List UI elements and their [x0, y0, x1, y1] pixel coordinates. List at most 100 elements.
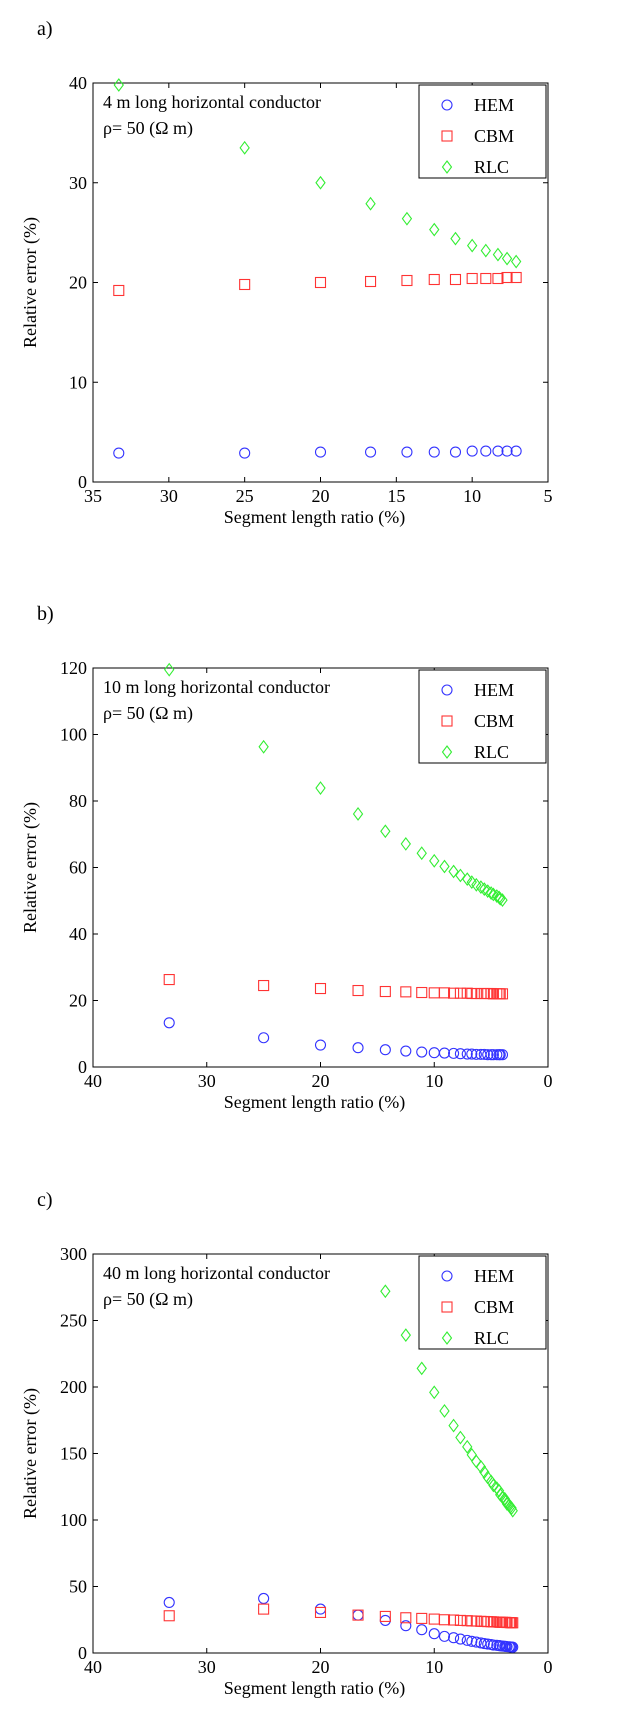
- point-rlc: [429, 1385, 440, 1400]
- point-rlc: [400, 1328, 412, 1343]
- point-rlc: [380, 824, 391, 839]
- point-rlc: [315, 175, 326, 190]
- chart-panel-a: a) 35 30 25 20 15 10 5 0 10 20 30 40 Segment length r…: [20, 18, 553, 528]
- point-cbm: [449, 273, 462, 286]
- point-cbm: [416, 986, 428, 999]
- point-rlc: [485, 886, 497, 901]
- point-cbm: [448, 1614, 460, 1626]
- point-rlc: [448, 1418, 459, 1433]
- point-cbm: [113, 284, 125, 297]
- legend-marker: [441, 160, 453, 174]
- legend-label: CBM: [474, 1297, 514, 1317]
- annotation-line: 4 m long horizontal conductor: [103, 92, 321, 112]
- point-hem: [448, 1632, 460, 1644]
- point-hem: [487, 1639, 499, 1651]
- legend-label: HEM: [474, 680, 514, 700]
- point-hem: [428, 1628, 440, 1640]
- point-hem: [470, 1636, 482, 1648]
- point-hem: [501, 445, 513, 457]
- point-hem: [482, 1049, 494, 1061]
- y-tick-label: 150: [60, 1444, 87, 1464]
- point-hem: [314, 1039, 327, 1051]
- annotation-line: 10 m long horizontal conductor: [103, 677, 330, 697]
- x-tick-label: 40: [84, 1071, 102, 1091]
- annotation-line: ρ= 50 (Ω m): [103, 1289, 193, 1310]
- point-rlc: [448, 864, 459, 879]
- point-cbm: [239, 278, 251, 291]
- y-tick-label: 100: [60, 1510, 87, 1530]
- series-hem: [163, 1017, 509, 1061]
- y-tick-label: 300: [60, 1244, 87, 1264]
- point-cbm: [258, 1603, 270, 1615]
- point-rlc: [439, 1404, 450, 1418]
- point-hem: [466, 445, 478, 457]
- point-rlc: [450, 231, 461, 246]
- x-axis-label: Segment length ratio (%): [224, 1092, 405, 1113]
- annotation-line: 40 m long horizontal conductor: [103, 1263, 330, 1283]
- point-cbm: [416, 1612, 428, 1624]
- x-tick-label: 30: [160, 486, 178, 506]
- point-hem: [379, 1044, 391, 1056]
- y-axis-label: Relative error (%): [20, 1388, 41, 1519]
- point-cbm: [314, 276, 327, 289]
- point-cbm: [428, 1613, 440, 1625]
- point-cbm: [510, 271, 522, 284]
- point-rlc: [466, 875, 477, 890]
- y-tick-label: 120: [60, 658, 87, 678]
- point-cbm: [258, 979, 270, 992]
- point-cbm: [507, 1617, 519, 1629]
- point-cbm: [454, 987, 466, 999]
- point-rlc: [113, 78, 124, 92]
- series-cbm: [163, 974, 509, 1000]
- x-tick-label: 40: [84, 1657, 102, 1677]
- point-rlc: [258, 739, 269, 754]
- x-tick-label: 30: [198, 1657, 216, 1677]
- point-rlc: [380, 1284, 391, 1299]
- point-hem: [428, 446, 440, 458]
- point-rlc: [485, 1474, 497, 1489]
- point-rlc: [506, 1501, 517, 1515]
- series-rlc: [113, 78, 522, 269]
- legend-label: HEM: [474, 1266, 514, 1286]
- point-rlc: [401, 211, 413, 226]
- legend-marker: [441, 130, 453, 142]
- series-cbm: [113, 271, 522, 297]
- legend-marker: [441, 745, 453, 759]
- point-rlc: [352, 807, 364, 821]
- point-hem: [258, 1032, 270, 1044]
- x-tick-label: 20: [312, 486, 330, 506]
- point-rlc: [479, 882, 490, 897]
- point-rlc: [365, 196, 376, 211]
- x-axis-label: Segment length ratio (%): [224, 507, 405, 528]
- point-hem: [258, 1592, 270, 1605]
- point-hem: [438, 1047, 451, 1059]
- legend-marker: [441, 1331, 453, 1345]
- point-rlc: [462, 1439, 473, 1454]
- point-hem: [480, 445, 492, 457]
- point-rlc: [439, 859, 450, 874]
- x-axis-label: Segment length ratio (%): [224, 1678, 405, 1699]
- point-cbm: [428, 987, 440, 999]
- legend-label: CBM: [474, 126, 514, 146]
- point-hem: [314, 1603, 327, 1615]
- point-rlc: [507, 1503, 518, 1518]
- point-rlc: [510, 254, 522, 269]
- legend-marker: [441, 1270, 453, 1282]
- legend-marker: [441, 684, 453, 696]
- y-tick-label: 40: [69, 73, 87, 93]
- point-cbm: [448, 987, 460, 999]
- point-cbm: [400, 986, 412, 998]
- point-rlc: [492, 247, 504, 262]
- point-rlc: [164, 662, 175, 677]
- point-cbm: [438, 1614, 451, 1626]
- annotation-line: ρ= 50 (Ω m): [103, 703, 193, 724]
- point-hem: [507, 1641, 519, 1653]
- point-hem: [113, 447, 125, 459]
- series-rlc: [380, 1284, 518, 1518]
- point-hem: [492, 445, 504, 457]
- point-hem: [163, 1596, 175, 1609]
- point-cbm: [491, 988, 503, 1000]
- x-tick-label: 25: [236, 486, 254, 506]
- y-tick-label: 0: [78, 472, 87, 492]
